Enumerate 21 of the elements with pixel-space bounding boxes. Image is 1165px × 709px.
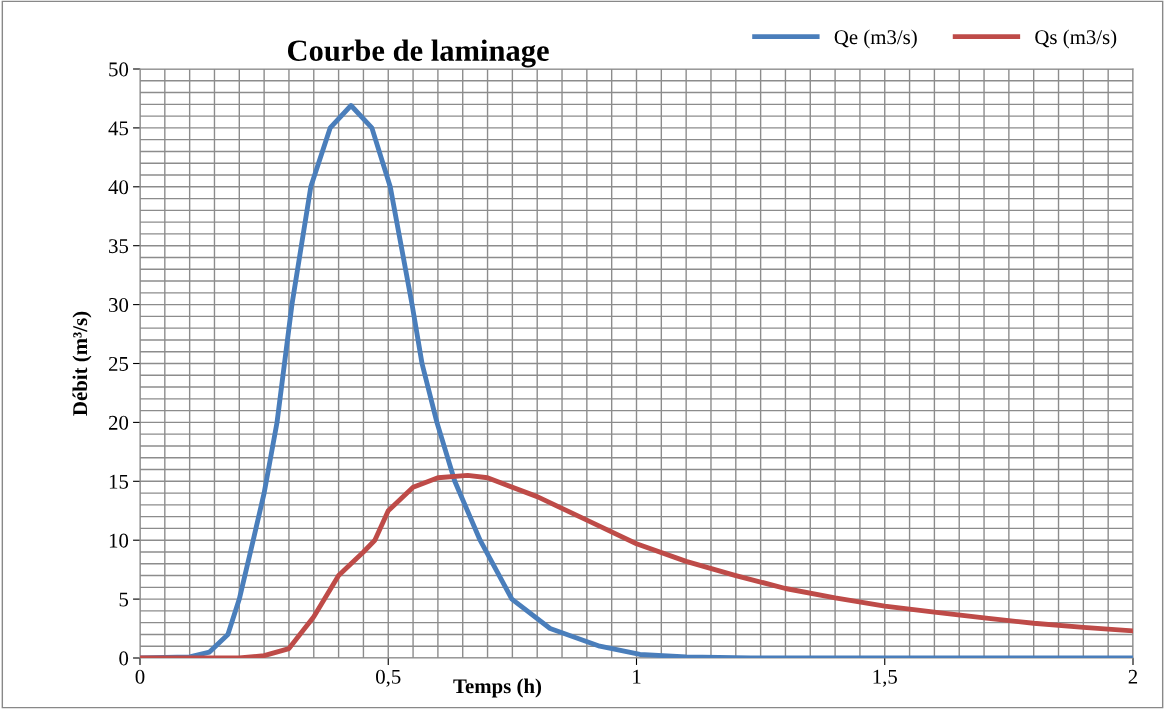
x-tick-label: 0,5 — [376, 669, 401, 687]
x-tick-label: 1 — [633, 669, 641, 684]
y-tick-label: 35 — [109, 239, 129, 254]
y-axis-title: Débit (m³/s) — [72, 311, 92, 416]
x-tick-label: 1,5 — [873, 669, 897, 687]
y-tick-label: 30 — [109, 297, 129, 313]
legend-label: Qs (m3/s) — [1035, 29, 1117, 49]
chart-title: Courbe de laminage — [287, 39, 549, 68]
y-tick-label: 5 — [119, 592, 129, 607]
y-tick-label: 50 — [109, 62, 129, 77]
y-tick-label: 0 — [119, 651, 129, 666]
y-tick-label: 40 — [108, 180, 129, 195]
y-tick-label: 15 — [109, 474, 129, 489]
x-tick-label: 2 — [1128, 669, 1138, 684]
y-tick-label: 10 — [109, 533, 129, 548]
y-tick-label: 20 — [108, 415, 129, 430]
y-tick-label: 25 — [108, 356, 129, 371]
x-tick-label: 0 — [135, 669, 145, 684]
x-axis-title: Temps (h) — [453, 678, 542, 698]
y-tick-label: 45 — [108, 121, 129, 136]
legend-label: Qe (m3/s) — [834, 29, 917, 49]
